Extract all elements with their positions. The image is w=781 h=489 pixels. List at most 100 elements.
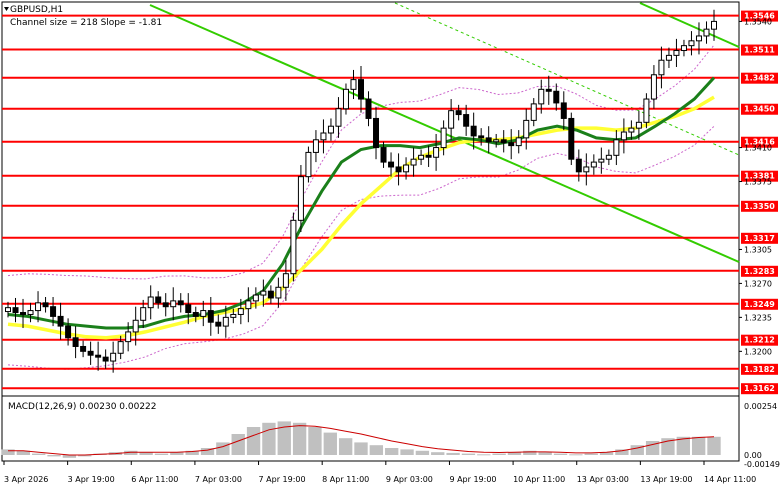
- macd-hist-bar: [507, 452, 522, 455]
- price-tick-label: 1.3200: [744, 347, 772, 356]
- candle-body: [680, 45, 687, 52]
- main-plot-frame: [1, 1, 740, 462]
- macd-hist-bar: [523, 450, 537, 455]
- time-tick-label: 7 Apr 19:00: [259, 475, 306, 484]
- macd-hist-bar: [154, 453, 169, 455]
- macd-hist-bar: [431, 452, 445, 455]
- macd-axis-label: 0.00254: [744, 402, 777, 411]
- candle-body: [132, 319, 139, 333]
- price-tick-label: 1.3375: [744, 178, 772, 187]
- candle-body: [87, 350, 94, 356]
- time-tick-label: 3 Apr 19:00: [68, 475, 115, 484]
- candle-body: [628, 127, 635, 133]
- time-tick-label: 8 Apr 11:00: [322, 475, 369, 484]
- price-tick-label: 1.3235: [744, 313, 772, 322]
- candle-body: [50, 306, 57, 317]
- candle-body: [207, 310, 214, 323]
- candle-body: [155, 296, 162, 304]
- macd-hist-bar: [78, 455, 92, 457]
- level-label: 1.3381: [744, 172, 775, 181]
- time-tick-label: 13 Apr 19:00: [640, 475, 692, 484]
- macd-hist-bar: [645, 441, 660, 455]
- macd-hist-bar: [185, 450, 199, 455]
- candle-body: [327, 125, 334, 134]
- candle-body: [403, 164, 410, 173]
- macd-hist-bar: [661, 438, 675, 455]
- level-label-bg: [741, 136, 778, 148]
- candle-body: [252, 294, 259, 302]
- channel-upper-line: [639, 2, 740, 48]
- level-label-bg: [741, 72, 778, 84]
- macd-hist-bar: [338, 438, 353, 455]
- time-tick-label: 9 Apr 03:00: [386, 475, 433, 484]
- candle-body: [455, 110, 462, 116]
- ma-fast-line: [7, 76, 716, 330]
- candle-body: [185, 304, 192, 314]
- candle-body: [282, 273, 289, 288]
- macd-signal-line: [8, 425, 715, 456]
- candle-body: [5, 307, 11, 313]
- macd-hist-bar: [47, 455, 61, 457]
- macd-hist-bar: [354, 442, 368, 455]
- macd-hist-bar: [569, 454, 583, 456]
- candle-body: [350, 79, 357, 90]
- candle-body: [440, 127, 447, 149]
- level-label-bg: [741, 383, 778, 395]
- macd-hist-bar: [538, 452, 552, 455]
- macd-hist-bar: [139, 452, 153, 455]
- candle-body: [320, 132, 327, 141]
- candle-body: [545, 88, 552, 92]
- channel-mid-line: [394, 2, 740, 156]
- candle-body: [530, 103, 537, 121]
- bollinger-upper: [7, 44, 715, 280]
- candle-body: [170, 300, 177, 308]
- time-axis-area: [2, 463, 739, 472]
- macd-hist-bar: [216, 442, 230, 455]
- candle-body: [35, 302, 42, 312]
- candle-body: [305, 151, 312, 178]
- candle-body: [598, 158, 605, 163]
- candle-body: [312, 139, 319, 153]
- level-label: 1.3482: [744, 74, 775, 83]
- candle-body: [230, 313, 237, 318]
- candle-body: [388, 161, 395, 168]
- candle-body: [688, 40, 695, 47]
- candle-body: [711, 20, 717, 30]
- candle-body: [297, 176, 304, 221]
- dropdown-triangle-icon[interactable]: [4, 7, 9, 11]
- candle-body: [605, 154, 612, 160]
- candlesticks: [5, 9, 717, 373]
- candle-body: [538, 88, 545, 105]
- candle-body: [342, 88, 349, 110]
- time-axis: 3 Apr 2026 3 Apr 19:00 6 Apr 11:00 7 Apr 03…: [3, 461, 756, 484]
- candle-body: [125, 331, 132, 343]
- candle-body: [418, 154, 425, 160]
- macd-hist-bar: [707, 436, 721, 455]
- macd-hist-bar: [292, 422, 307, 455]
- candle-body: [478, 135, 485, 139]
- candle-body: [215, 321, 222, 327]
- candle-body: [20, 312, 27, 315]
- candle-body: [433, 147, 440, 158]
- candle-body: [95, 354, 102, 358]
- macd-title: MACD(12,26,9) 0.00230 0.00222: [8, 402, 157, 412]
- candle-body: [80, 345, 87, 352]
- level-label: 1.3182: [744, 365, 775, 374]
- level-label-bg: [741, 298, 778, 310]
- time-tick-label: 13 Apr 03:00: [577, 475, 629, 484]
- macd-hist-bar: [553, 453, 568, 455]
- candle-body: [553, 90, 560, 104]
- candle-body: [515, 137, 522, 147]
- candle-body: [493, 139, 500, 143]
- level-label-bg: [741, 232, 778, 244]
- macd-hist-bar: [461, 453, 476, 455]
- candle-body: [275, 286, 282, 299]
- macd-hist-bar: [369, 445, 384, 455]
- macd-hist-bar: [415, 450, 430, 455]
- macd-panel: 0.00254 0.00-0.00149: [1, 402, 780, 469]
- candle-body: [463, 114, 470, 127]
- candle-body: [335, 108, 342, 127]
- candle-body: [590, 161, 597, 168]
- level-label-bg: [741, 363, 778, 375]
